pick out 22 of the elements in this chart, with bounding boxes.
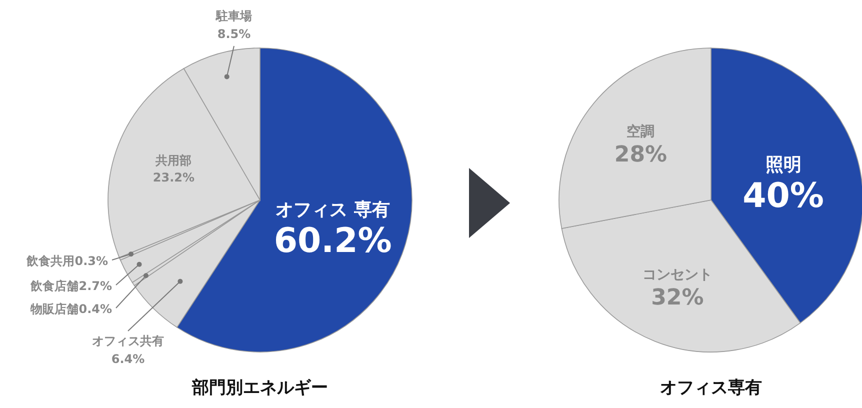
text: オフィス専有 bbox=[660, 378, 762, 398]
slice-label: コンセント bbox=[642, 266, 712, 283]
data-label: 0.4% bbox=[78, 302, 112, 316]
slice-label: 物販店舗 bbox=[30, 302, 79, 316]
slice-label: 駐車場 bbox=[215, 9, 252, 23]
slice-label: 飲食店舗 bbox=[30, 279, 79, 293]
data-label: 2.7% bbox=[78, 279, 112, 293]
slice-label: 照明 bbox=[765, 154, 802, 176]
slice-label: 共用部 bbox=[154, 154, 192, 168]
data-label: 23.2% bbox=[152, 170, 195, 184]
slice-label: 飲食共用 bbox=[26, 254, 75, 268]
data-label: 28% bbox=[614, 142, 668, 168]
text: 部門別エネルギー bbox=[191, 378, 328, 398]
slice-label: 空調 bbox=[626, 122, 655, 140]
slice-label: オフィス共有 bbox=[92, 334, 164, 348]
data-label: 6.4% bbox=[111, 352, 145, 366]
data-label: 32% bbox=[651, 286, 704, 311]
data-label: 0.3% bbox=[74, 254, 108, 268]
data-label: 8.5% bbox=[217, 27, 251, 41]
slice-label: オフィス 専有 bbox=[276, 200, 390, 221]
data-label: 60.2% bbox=[274, 221, 392, 262]
data-label: 40% bbox=[742, 176, 824, 216]
